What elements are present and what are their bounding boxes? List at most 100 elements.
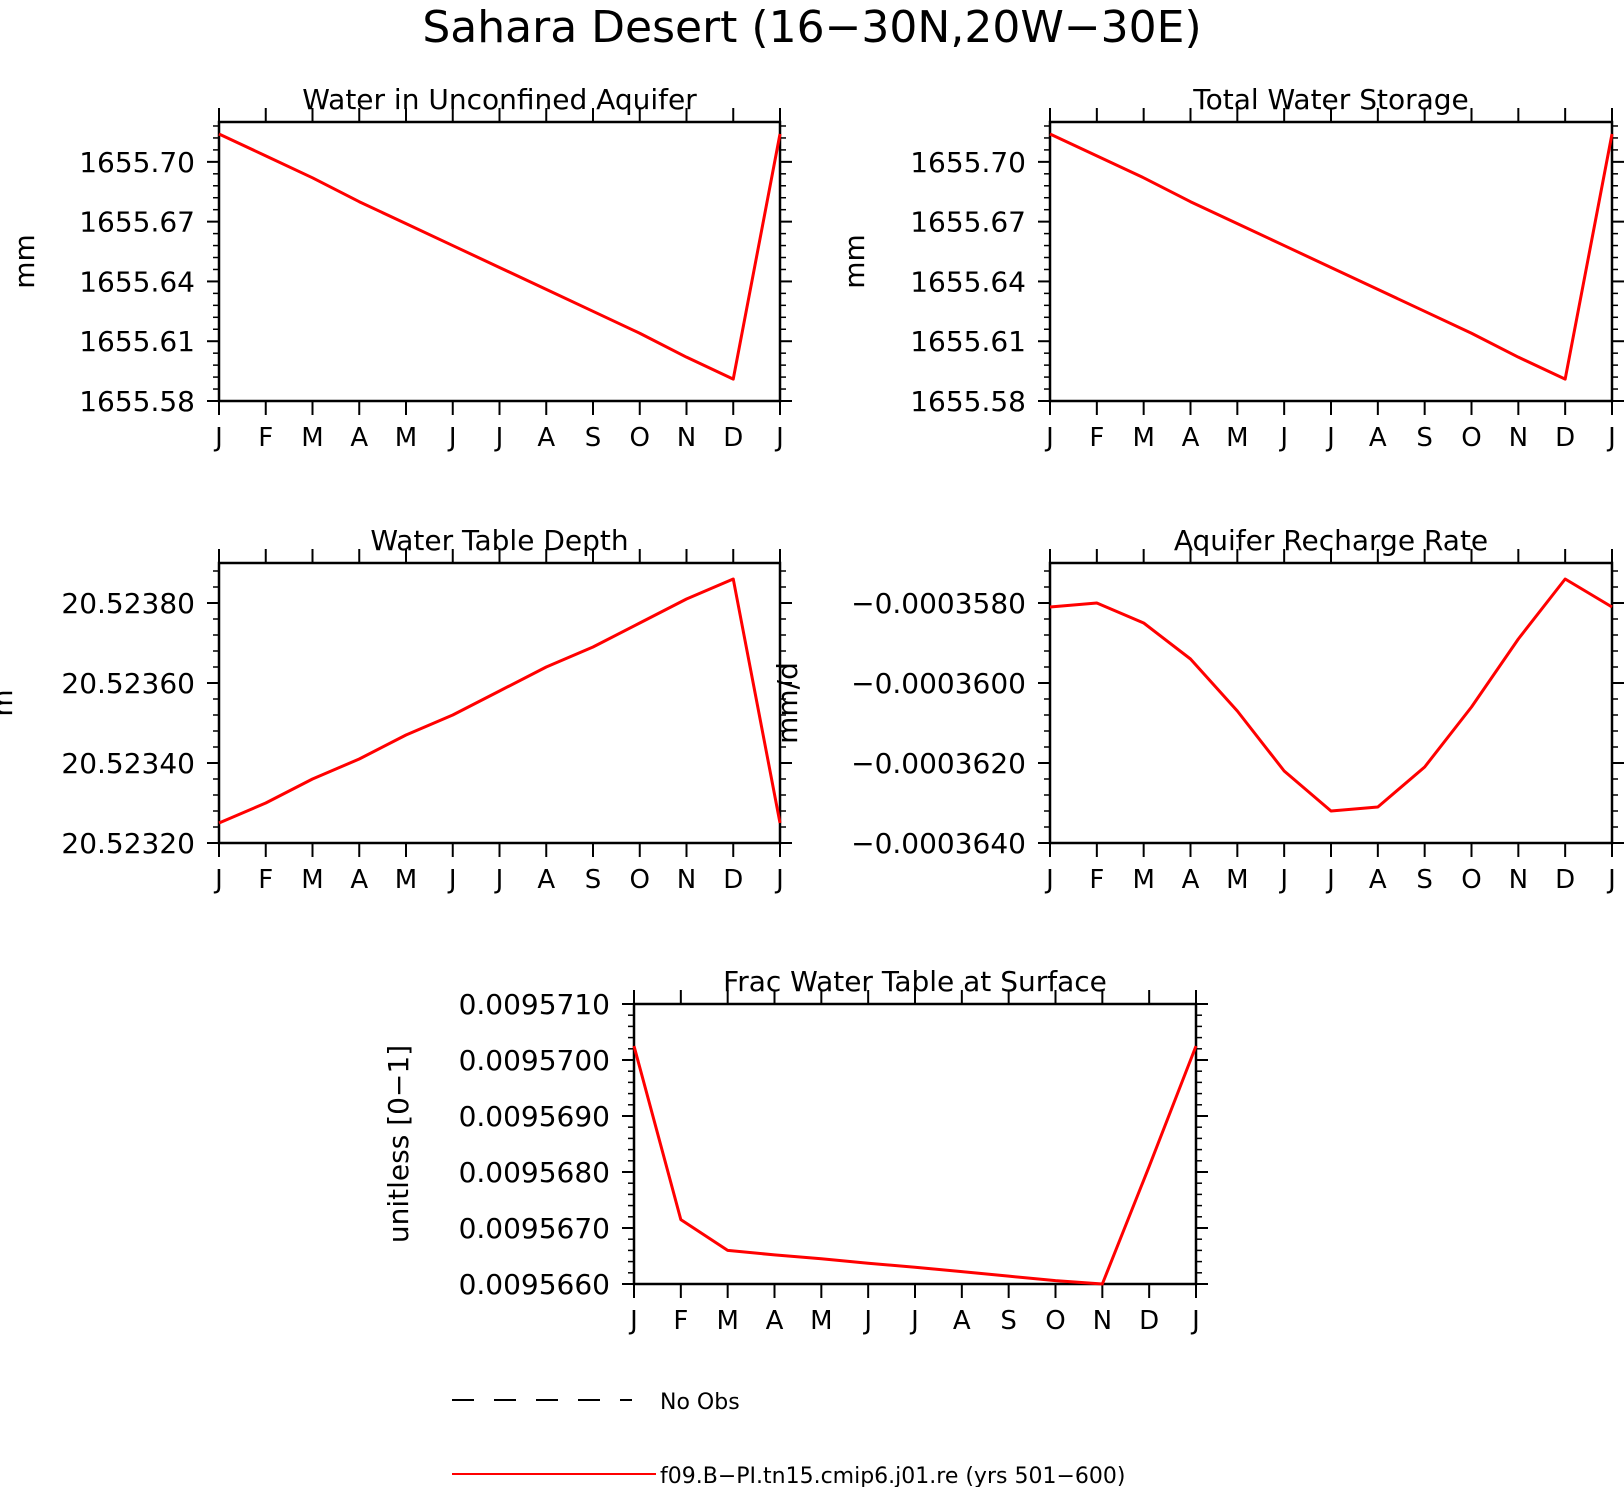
y-tick-label: 0.0095700 xyxy=(459,1044,610,1077)
x-tick-label: D xyxy=(723,423,743,453)
x-tick-label: M xyxy=(1132,423,1154,453)
x-tick-label: M xyxy=(716,1306,738,1336)
x-tick-label: O xyxy=(1461,865,1481,895)
x-tick-label: D xyxy=(1555,865,1575,895)
y-tick-label: 1655.70 xyxy=(910,146,1026,179)
x-tick-label: F xyxy=(258,865,273,895)
y-tick-label: 1655.67 xyxy=(910,206,1026,239)
x-tick-label: N xyxy=(1093,1306,1112,1336)
plot-frame xyxy=(217,120,782,403)
x-tick-label: J xyxy=(494,423,504,453)
x-tick-label: J xyxy=(1190,1306,1200,1336)
x-tick-label: J xyxy=(1278,423,1288,453)
plot-frame xyxy=(1048,561,1614,845)
y-axis-label: unitless [0−1] xyxy=(382,1045,415,1243)
x-tick-label: A xyxy=(953,1306,971,1336)
series-line-total-water-storage xyxy=(1049,132,1614,381)
x-tick-label: O xyxy=(630,865,650,895)
x-tick-label: A xyxy=(1182,423,1200,453)
y-tick-label: 1655.61 xyxy=(910,325,1026,358)
x-tick-label: A xyxy=(537,423,555,453)
x-tick-label: J xyxy=(213,865,223,895)
y-tick-label: 1655.67 xyxy=(79,206,195,239)
x-tick-label: A xyxy=(350,865,368,895)
y-tick-label: 1655.70 xyxy=(79,146,195,179)
legend-label-model-run: f09.B−PI.tn15.cmip6.j01.re (yrs 501−600) xyxy=(660,1464,1125,1487)
x-tick-label: M xyxy=(810,1306,832,1336)
series-line-water-in-unconfined-aquifer xyxy=(218,132,782,381)
series-line-water-table-depth xyxy=(218,577,782,825)
x-tick-label: J xyxy=(1606,865,1616,895)
x-tick-label: M xyxy=(395,865,417,895)
y-tick-label: 0.0095690 xyxy=(459,1100,610,1133)
x-tick-label: S xyxy=(585,423,602,453)
x-tick-label: O xyxy=(630,423,650,453)
series-line-aquifer-recharge-rate xyxy=(1049,577,1613,813)
x-tick-label: S xyxy=(585,865,602,895)
y-axis-label: mm/d xyxy=(771,662,804,744)
x-tick-label: J xyxy=(909,1306,919,1336)
x-tick-label: F xyxy=(673,1306,688,1336)
x-tick-label: J xyxy=(213,423,223,453)
plot-frame xyxy=(217,561,782,845)
y-axis-label: mm xyxy=(838,234,871,289)
x-tick-label: F xyxy=(1089,423,1104,453)
x-tick-label: S xyxy=(1000,1306,1017,1336)
x-tick-label: A xyxy=(1369,865,1387,895)
x-tick-label: J xyxy=(774,865,784,895)
x-tick-label: J xyxy=(1325,865,1335,895)
x-tick-label: F xyxy=(258,423,273,453)
y-tick-label: 0.0095660 xyxy=(459,1268,610,1301)
x-tick-label: A xyxy=(537,865,555,895)
x-tick-label: N xyxy=(677,423,696,453)
x-tick-label: J xyxy=(494,865,504,895)
y-tick-label: 1655.64 xyxy=(79,265,195,298)
x-tick-label: M xyxy=(395,423,417,453)
plot-frame xyxy=(1048,120,1614,403)
x-tick-label: M xyxy=(1132,865,1154,895)
x-tick-label: N xyxy=(1509,423,1528,453)
x-tick-label: A xyxy=(350,423,368,453)
legend-label-no-obs: No Obs xyxy=(660,1390,740,1415)
x-tick-label: J xyxy=(1606,423,1616,453)
x-tick-label: J xyxy=(628,1306,638,1336)
x-tick-label: J xyxy=(1044,865,1054,895)
y-tick-label: −0.0003580 xyxy=(851,587,1026,620)
x-tick-label: A xyxy=(1182,865,1200,895)
y-tick-label: 0.0095670 xyxy=(459,1212,610,1245)
y-tick-label: −0.0003600 xyxy=(851,667,1026,700)
x-tick-label: O xyxy=(1461,423,1481,453)
y-axis-label: m xyxy=(0,689,19,716)
y-tick-label: 20.52320 xyxy=(61,827,195,860)
y-tick-label: 1655.61 xyxy=(79,325,195,358)
x-tick-label: F xyxy=(1089,865,1104,895)
x-tick-label: J xyxy=(447,423,457,453)
x-tick-label: D xyxy=(723,865,743,895)
x-tick-label: S xyxy=(1416,423,1433,453)
x-tick-label: S xyxy=(1416,865,1433,895)
page-title: Sahara Desert (16−30N,20W−30E) xyxy=(422,2,1201,53)
x-tick-label: J xyxy=(1325,423,1335,453)
x-tick-label: O xyxy=(1045,1306,1065,1336)
x-tick-label: M xyxy=(1226,865,1248,895)
x-tick-label: J xyxy=(1278,865,1288,895)
x-tick-label: D xyxy=(1555,423,1575,453)
plot-frame xyxy=(632,1002,1198,1286)
x-tick-label: M xyxy=(301,423,323,453)
y-tick-label: 20.52360 xyxy=(61,667,195,700)
legend: No Obs f09.B−PI.tn15.cmip6.j01.re (yrs 5… xyxy=(452,1390,1125,1487)
y-tick-label: 20.52380 xyxy=(61,587,195,620)
x-tick-label: M xyxy=(301,865,323,895)
x-tick-label: J xyxy=(447,865,457,895)
y-tick-label: −0.0003640 xyxy=(851,827,1026,860)
y-tick-label: 0.0095680 xyxy=(459,1156,610,1189)
x-tick-label: J xyxy=(862,1306,872,1336)
y-tick-label: 1655.58 xyxy=(79,385,195,418)
x-tick-label: J xyxy=(1044,423,1054,453)
series-line-frac-water-table-at-surface xyxy=(632,1045,1198,1286)
